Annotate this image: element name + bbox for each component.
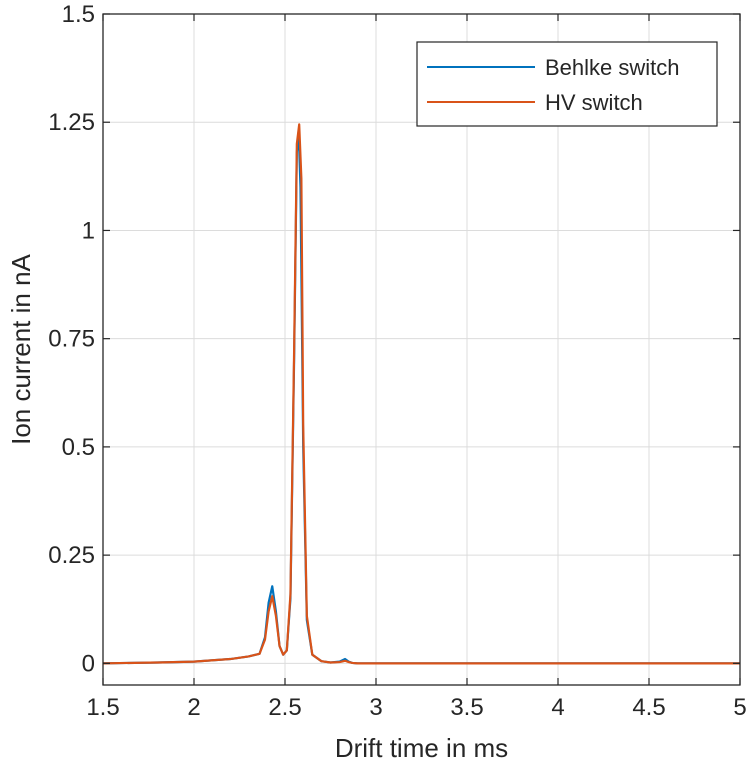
y-axis: 0 0.25 0.5 0.75 1 1.25 1.5: [48, 1, 740, 677]
y-tick-label: 0: [82, 650, 95, 677]
y-tick-label: 0.25: [48, 542, 95, 569]
plot-area-frame: [102, 13, 741, 686]
x-tick-label: 3.5: [450, 694, 483, 721]
series-layer: [103, 123, 740, 665]
legend-label-behlke-switch: Behlke switch: [545, 55, 680, 80]
legend-label-hv-switch: HV switch: [545, 90, 643, 115]
y-tick-label: 0.5: [62, 434, 95, 461]
x-tick-label: 2.5: [268, 694, 301, 721]
legend: Behlke switch HV switch: [416, 41, 718, 127]
x-tick-label: 3: [369, 694, 382, 721]
y-axis-label: Ion current in nA: [6, 253, 36, 444]
x-axis: 1.5 2 2.5 3 3.5 4 4.5 5: [86, 14, 747, 721]
y-tick-label: 1.25: [48, 109, 95, 136]
x-tick-label: 1.5: [86, 694, 119, 721]
y-tick-label: 1: [82, 217, 95, 244]
x-tick-label: 2: [187, 694, 200, 721]
x-axis-label: Drift time in ms: [335, 733, 508, 763]
x-tick-label: 5: [733, 694, 746, 721]
x-tick-label: 4.5: [632, 694, 665, 721]
y-tick-label: 1.5: [62, 1, 95, 28]
series-line-behlke-switch: [103, 129, 740, 665]
legend-box: [416, 41, 718, 127]
series-line-hv-switch: [103, 123, 740, 665]
y-tick-label: 0.75: [48, 326, 95, 353]
x-tick-label: 4: [551, 694, 564, 721]
